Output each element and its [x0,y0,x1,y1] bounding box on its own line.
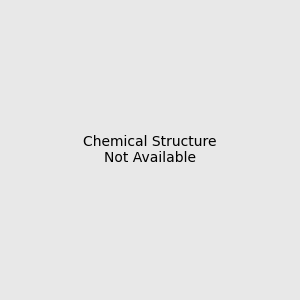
Text: Chemical Structure
Not Available: Chemical Structure Not Available [83,135,217,165]
